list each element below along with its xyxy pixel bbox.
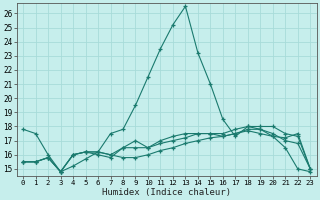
X-axis label: Humidex (Indice chaleur): Humidex (Indice chaleur) <box>102 188 231 197</box>
